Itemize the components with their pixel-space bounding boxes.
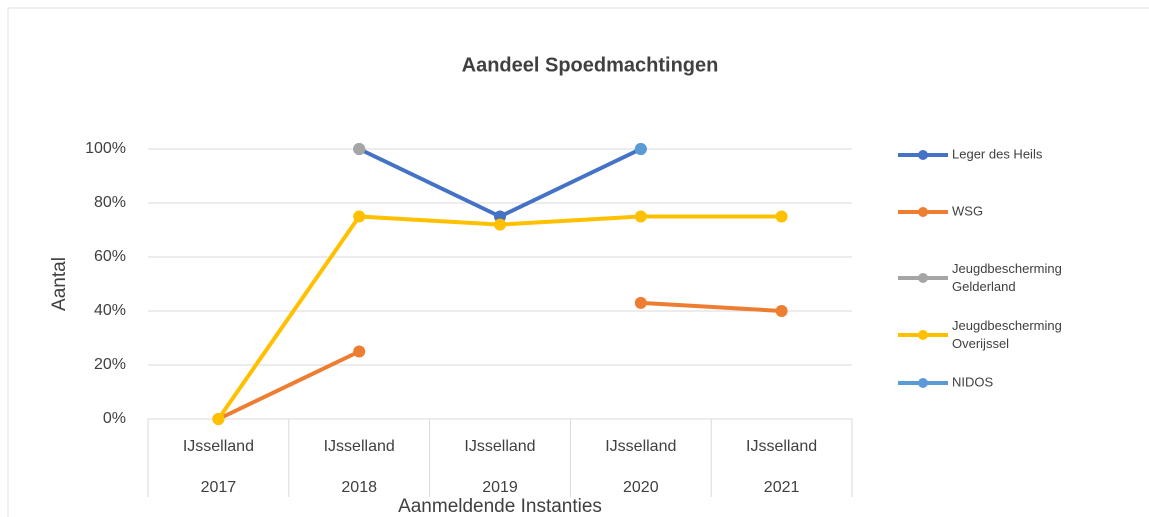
x-axis-label: Aanmeldende Instanties [398, 496, 602, 517]
legend-marker [918, 150, 928, 160]
x-tick-label: IJsselland [324, 438, 395, 455]
y-tick-label: 20% [94, 356, 126, 373]
x-tick-label: IJsselland [746, 438, 817, 455]
y-tick-label: 60% [94, 248, 126, 265]
legend-label: NIDOS [952, 374, 994, 389]
legend-marker [918, 330, 928, 340]
point [353, 210, 366, 223]
x-tick-label: 2020 [623, 479, 659, 496]
point [775, 305, 788, 317]
y-tick-label: 80% [94, 194, 126, 211]
y-tick-label: 100% [85, 140, 126, 157]
x-tick-label: IJsselland [464, 438, 535, 455]
point [494, 218, 506, 231]
legend-label: Jeugdbescherming Overijssel [952, 318, 1062, 351]
x-tick-label: 2021 [764, 479, 800, 496]
legend-label: WSG [952, 203, 983, 218]
legend-label: Leger des Heils [952, 146, 1043, 161]
y-tick-label: 40% [94, 302, 126, 319]
legend-marker [918, 378, 928, 388]
series-line [217, 300, 782, 421]
x-tick-label: 2018 [341, 479, 377, 496]
series-line [216, 214, 782, 421]
point [634, 143, 647, 155]
legend-marker [918, 273, 928, 283]
series-line [358, 147, 642, 219]
point [775, 210, 788, 223]
point [212, 413, 225, 425]
y-tick-label: 0% [103, 410, 126, 427]
chart-title: Aandeel Spoedmachtingen [462, 54, 719, 76]
point [353, 143, 366, 155]
point [634, 296, 647, 309]
x-tick-label: IJsselland [605, 438, 676, 455]
x-tick-label: 2017 [201, 479, 237, 496]
x-tick-label: 2019 [482, 479, 518, 496]
x-tick-label: IJsselland [183, 438, 254, 455]
y-axis-label: Aantal [49, 257, 70, 311]
point [634, 210, 647, 223]
legend-marker [918, 207, 928, 217]
legend-label: Jeugdbescherming Gelderland [952, 261, 1062, 294]
point [353, 345, 366, 358]
